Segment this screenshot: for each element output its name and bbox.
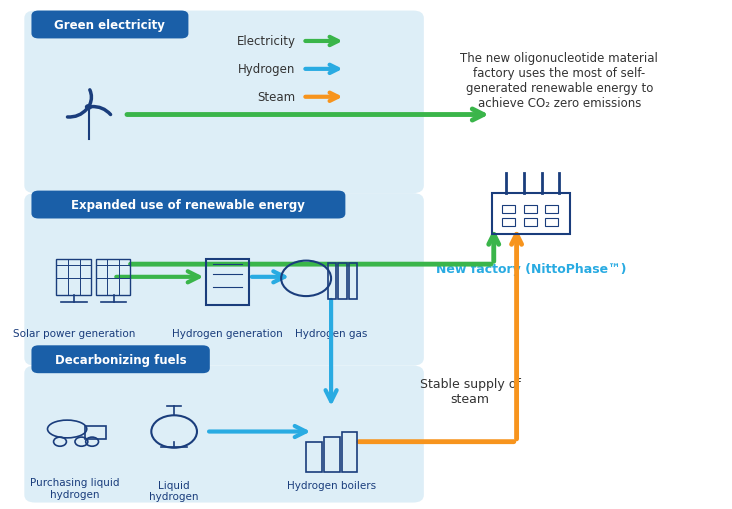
- Bar: [502, 218, 515, 227]
- Text: The new oligonucleotide material
factory uses the most of self-
generated renewa: The new oligonucleotide material factory…: [460, 52, 658, 110]
- Bar: [349, 264, 357, 299]
- Text: Expanded use of renewable energy: Expanded use of renewable energy: [72, 199, 305, 212]
- Text: Steam: Steam: [258, 91, 296, 104]
- Bar: [523, 218, 537, 227]
- Bar: [523, 206, 537, 214]
- FancyBboxPatch shape: [31, 12, 188, 39]
- Bar: [342, 432, 357, 472]
- Text: Decarbonizing fuels: Decarbonizing fuels: [55, 353, 187, 366]
- Bar: [306, 442, 322, 472]
- Bar: [545, 206, 558, 214]
- Text: Hydrogen generation: Hydrogen generation: [172, 328, 283, 338]
- FancyBboxPatch shape: [24, 366, 424, 502]
- Bar: [338, 264, 347, 299]
- FancyBboxPatch shape: [31, 346, 210, 374]
- Text: Electricity: Electricity: [236, 36, 296, 48]
- Bar: [327, 264, 336, 299]
- Circle shape: [86, 105, 92, 110]
- Text: New factory (NittoPhase™): New factory (NittoPhase™): [436, 262, 626, 275]
- FancyBboxPatch shape: [24, 194, 424, 366]
- FancyBboxPatch shape: [24, 12, 424, 194]
- Text: Hydrogen: Hydrogen: [238, 63, 296, 76]
- Bar: [206, 260, 249, 305]
- Bar: [85, 427, 106, 439]
- Bar: [545, 218, 558, 227]
- Bar: [324, 437, 340, 472]
- Text: Hydrogen gas: Hydrogen gas: [295, 328, 367, 338]
- Text: Stable supply of
steam: Stable supply of steam: [419, 377, 520, 405]
- Text: Purchasing liquid
hydrogen: Purchasing liquid hydrogen: [29, 477, 119, 499]
- Bar: [492, 194, 570, 234]
- Text: Hydrogen boilers: Hydrogen boilers: [286, 480, 376, 490]
- Bar: [502, 206, 515, 214]
- FancyBboxPatch shape: [31, 191, 346, 219]
- Text: Liquid
hydrogen: Liquid hydrogen: [149, 480, 199, 501]
- Text: Green electricity: Green electricity: [54, 19, 165, 32]
- Text: Solar power generation: Solar power generation: [13, 328, 135, 338]
